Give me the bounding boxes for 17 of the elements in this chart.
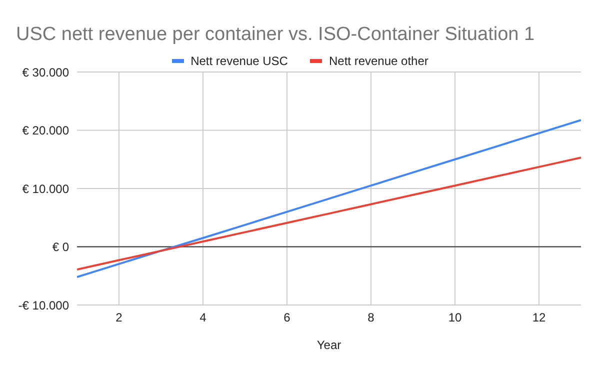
x-tick-label: 8 — [368, 310, 375, 325]
y-tick-label: € 0 — [52, 240, 70, 254]
y-tick-label: € 20.000 — [22, 124, 70, 138]
legend-label: Nett revenue other — [328, 54, 428, 68]
line-series — [77, 119, 581, 278]
x-tick-label: 10 — [448, 310, 462, 325]
x-tick-label: 2 — [116, 310, 123, 325]
x-axis-title: Year — [316, 338, 342, 352]
x-tick-label: 4 — [200, 310, 207, 325]
legend-label: Nett revenue USC — [190, 54, 288, 68]
y-tick-label: € 30.000 — [22, 65, 70, 80]
chart-title: USC nett revenue per container vs. ISO-Container Situation 1 — [16, 24, 535, 46]
x-tick-label: 6 — [284, 310, 291, 325]
x-tick-label: 12 — [532, 310, 546, 325]
y-tick-label: -€ 10.000 — [18, 298, 70, 312]
y-tick-label: € 10.000 — [22, 182, 70, 196]
line-series — [77, 156, 581, 270]
